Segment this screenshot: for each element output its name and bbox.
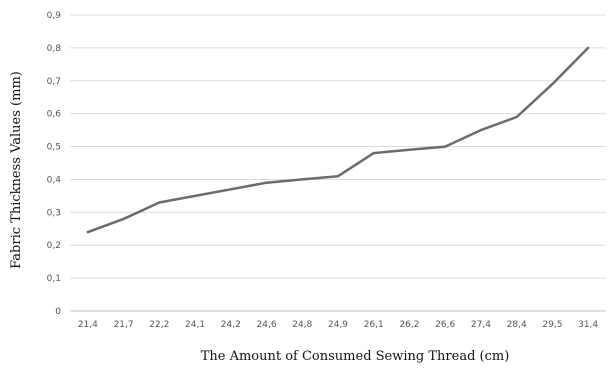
series-line: [86, 46, 590, 234]
x-tick-label: 24,1: [185, 320, 205, 330]
x-tick-label: 21,7: [114, 320, 134, 330]
x-tick-label: 26,1: [364, 320, 384, 330]
x-tick-label: 21,4: [78, 320, 98, 330]
x-tick-label: 22,2: [149, 320, 169, 330]
y-tick-label: 0,5: [47, 143, 61, 153]
y-tick-label: 0,8: [47, 44, 62, 54]
y-axis-title: Fabric Thickness Values (mm): [9, 71, 24, 269]
x-tick-label: 27,4: [471, 320, 491, 330]
x-tick-label: 24,6: [257, 320, 277, 330]
gridlines: [70, 14, 606, 312]
y-tick-label: 0,2: [47, 241, 61, 251]
x-tick-label: 24,9: [328, 320, 348, 330]
x-tick-label: 26,2: [399, 320, 419, 330]
y-tick-label: 0,4: [47, 175, 62, 185]
x-tick-label: 29,5: [542, 320, 562, 330]
x-tick-label: 28,4: [507, 320, 527, 330]
x-tick-label: 24,2: [221, 320, 241, 330]
x-tick-label: 24,8: [292, 320, 312, 330]
y-axis-ticks: 0 0,1 0,2 0,3 0,4 0,5 0,6 0,7 0,8 0,9: [47, 11, 62, 317]
y-tick-label: 0,6: [47, 110, 62, 120]
x-axis-title: The Amount of Consumed Sewing Thread (cm…: [201, 349, 510, 364]
y-tick-label: 0,7: [47, 77, 61, 87]
y-tick-label: 0: [55, 307, 61, 317]
y-tick-label: 0,9: [47, 11, 62, 21]
y-tick-label: 0,3: [47, 208, 61, 218]
x-tick-label: 26,6: [435, 320, 455, 330]
x-tick-label: 31,4: [578, 320, 598, 330]
x-axis-ticks: 21,4 21,7 22,2 24,1 24,2 24,6 24,8 24,9 26,1 26,2…: [78, 320, 599, 330]
y-tick-label: 0,1: [47, 274, 61, 284]
